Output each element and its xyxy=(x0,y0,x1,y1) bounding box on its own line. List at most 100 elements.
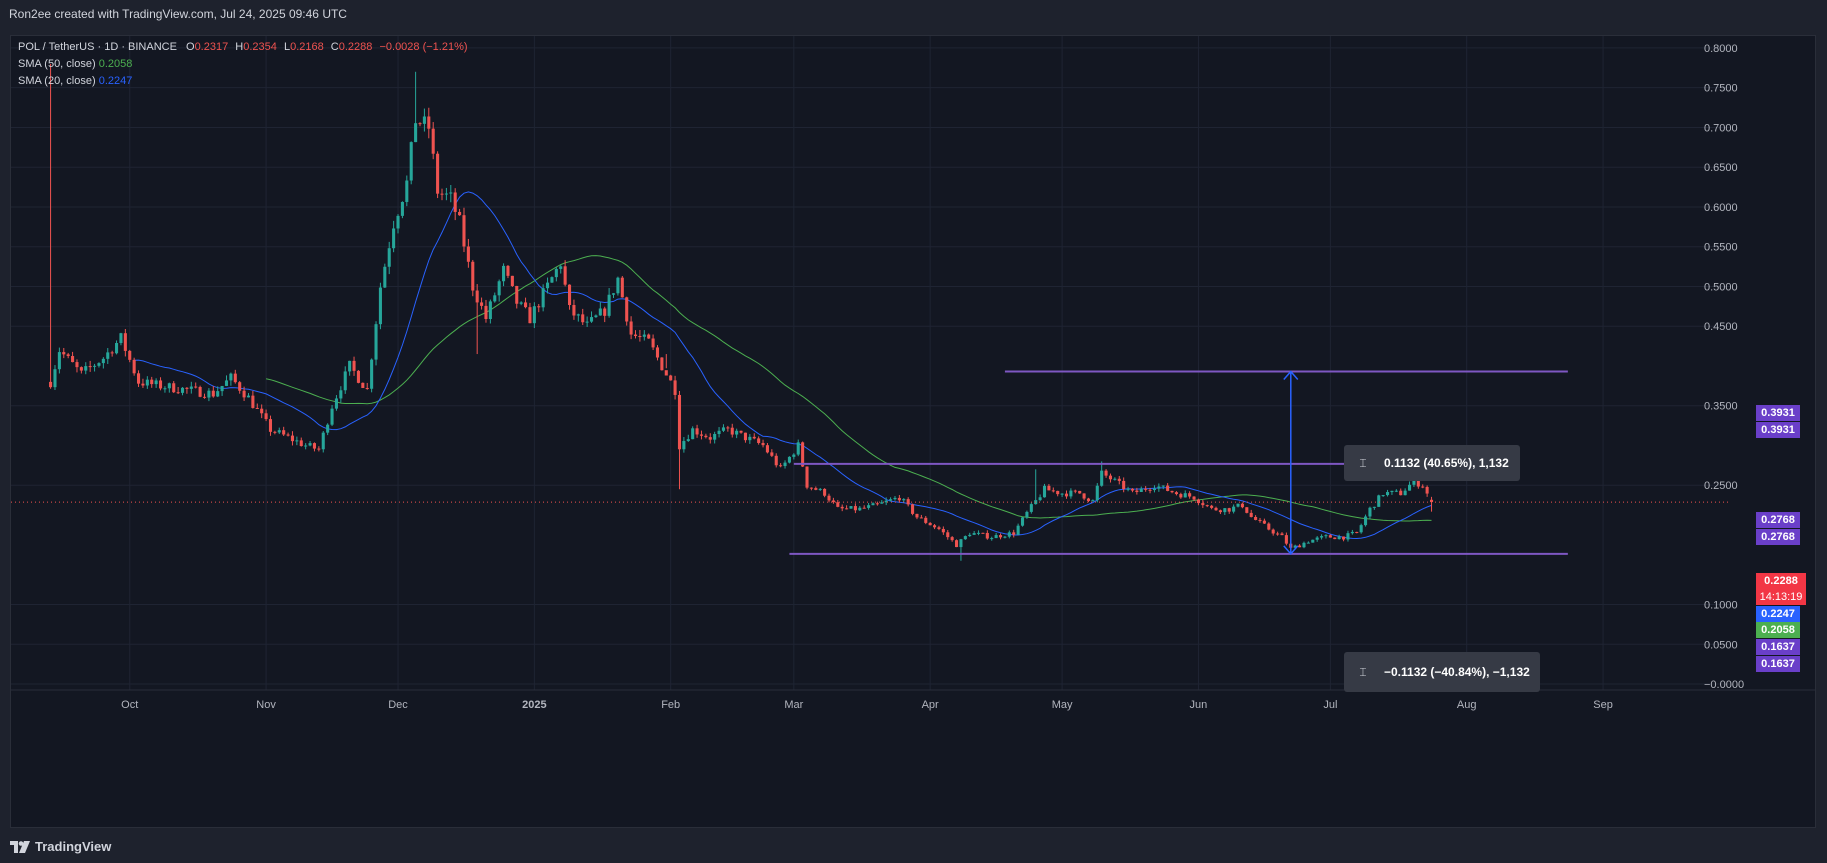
candle-body xyxy=(673,380,677,395)
candle-body xyxy=(765,445,769,453)
candle-body xyxy=(211,390,215,397)
candle-body xyxy=(699,434,704,436)
candle-body xyxy=(660,357,664,371)
candle-body xyxy=(488,301,492,319)
candle-body xyxy=(572,305,576,316)
x-tick-label: Oct xyxy=(121,699,138,711)
candle-body xyxy=(726,427,730,429)
candle-body xyxy=(299,440,303,447)
candle-body xyxy=(150,379,154,385)
candle-body xyxy=(1315,537,1319,540)
candle-body xyxy=(290,435,295,442)
candle-body xyxy=(594,315,598,318)
close-value: 0.2288 xyxy=(338,41,373,53)
candle-body xyxy=(546,282,550,289)
candle-body xyxy=(343,371,347,391)
chart-frame[interactable]: 0.8000 0.7500 0.7000 0.6500 0.6000 0.5500 0.50… xyxy=(10,35,1816,828)
candle-body xyxy=(1157,486,1161,489)
top-bar: Ron2ee created with TradingView.com, Jul… xyxy=(0,0,1827,28)
candle-body xyxy=(1218,510,1222,513)
candle-body xyxy=(743,432,747,441)
candle-body xyxy=(1403,490,1407,496)
candle-body xyxy=(1174,492,1178,495)
candle-body xyxy=(427,116,431,129)
candle-body xyxy=(409,142,413,181)
price-chart[interactable]: 0.8000 0.7500 0.7000 0.6500 0.6000 0.5500 0.50… xyxy=(11,36,1816,828)
candle-body xyxy=(308,443,312,446)
tradingview-logo[interactable]: TradingView xyxy=(10,839,111,854)
badge-sma20: 0.2247 xyxy=(1756,606,1800,622)
y-tick-label: 0.3500 xyxy=(1704,401,1738,413)
candle-body xyxy=(1328,535,1332,538)
candle-body xyxy=(1069,490,1073,497)
x-tick-label: Mar xyxy=(784,699,803,711)
candle-body xyxy=(941,528,945,533)
open-label: O xyxy=(186,41,195,53)
candle-body xyxy=(642,334,646,337)
sma20-label: SMA (20, close) xyxy=(18,75,96,87)
x-tick-label: Feb xyxy=(661,699,680,711)
candle-body xyxy=(761,442,765,446)
candle-body xyxy=(695,428,699,435)
candle-body xyxy=(629,321,633,335)
candle-body xyxy=(1399,490,1403,496)
candle-body xyxy=(1078,490,1082,494)
sma50-legend[interactable]: SMA (50, close) 0.2058 xyxy=(18,58,132,70)
high-label: H xyxy=(235,41,244,53)
candle-body xyxy=(691,428,695,440)
candle-body xyxy=(1223,508,1227,513)
candle-body xyxy=(1262,520,1266,524)
candle-body xyxy=(66,354,70,357)
candle-body xyxy=(387,248,391,267)
candle-body xyxy=(62,352,66,355)
candle-body xyxy=(655,347,660,358)
candle-body xyxy=(823,488,827,496)
candle-body xyxy=(919,517,923,519)
candle-body xyxy=(334,398,338,409)
candle-body xyxy=(647,334,651,339)
candle-body xyxy=(1284,535,1288,544)
candle-body xyxy=(1192,496,1196,500)
candle-body xyxy=(449,192,453,194)
candle-body xyxy=(911,504,915,514)
measure-down-text: −0.1132 (−40.84%), −1,132 xyxy=(1384,665,1530,679)
candle-body xyxy=(396,215,400,229)
candle-body xyxy=(981,532,985,534)
candle-body xyxy=(370,359,374,389)
candle-body xyxy=(792,454,796,457)
candle-body xyxy=(1183,493,1187,498)
candle-body xyxy=(1381,495,1385,497)
candle-body xyxy=(176,392,180,394)
candle-body xyxy=(194,386,198,388)
attribution-text: Ron2ee created with TradingView.com, Jul… xyxy=(9,7,347,21)
badge-countdown: 14:13:19 xyxy=(1756,589,1806,605)
candle-body xyxy=(458,211,462,216)
y-tick-label: 0.4500 xyxy=(1704,321,1738,333)
sma20-legend[interactable]: SMA (20, close) 0.2247 xyxy=(18,75,132,87)
y-tick-label: −0.0000 xyxy=(1704,679,1744,691)
candle-body xyxy=(567,284,572,306)
candle-body xyxy=(1012,532,1016,535)
candle-body xyxy=(400,201,404,216)
candle-body xyxy=(202,396,207,398)
candle-body xyxy=(101,358,105,364)
candle-body xyxy=(669,375,673,381)
candle-body xyxy=(1020,517,1025,526)
y-tick-label: 0.1000 xyxy=(1704,600,1738,612)
candle-body xyxy=(1254,516,1258,520)
candle-body xyxy=(1425,486,1429,494)
candle-body xyxy=(1042,485,1047,498)
y-tick-label: 0.5000 xyxy=(1704,281,1738,293)
candle-body xyxy=(638,336,642,338)
candle-body xyxy=(519,302,523,304)
sma20-value: 0.2247 xyxy=(98,75,133,87)
tradingview-logo-icon xyxy=(10,840,30,853)
candle-body xyxy=(242,390,246,398)
candle-body xyxy=(115,343,119,354)
candle-body xyxy=(853,506,857,511)
candle-body xyxy=(1166,485,1170,491)
candle-body xyxy=(295,440,299,442)
candle-body xyxy=(1122,480,1126,490)
candle-body xyxy=(93,365,97,367)
candle-body xyxy=(814,488,818,490)
